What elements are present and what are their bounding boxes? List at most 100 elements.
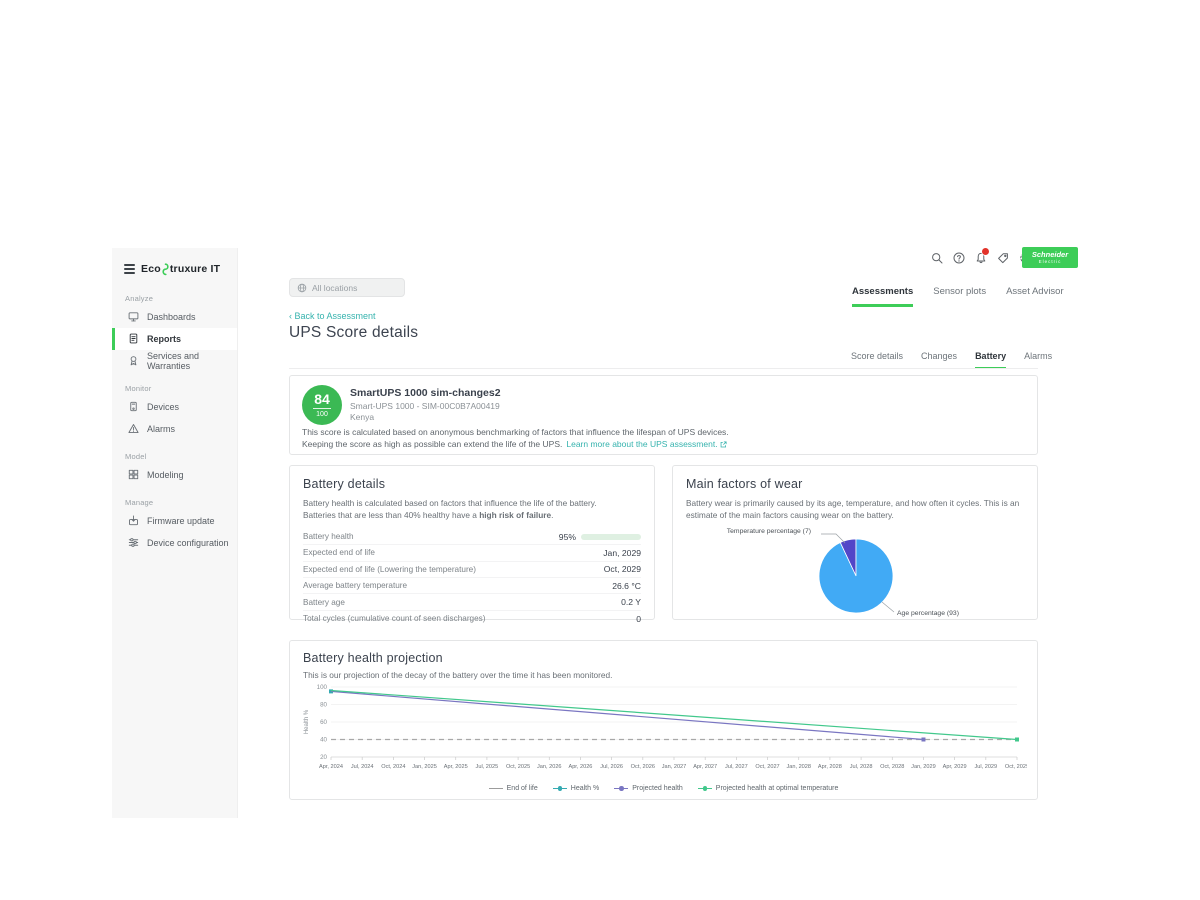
- tab-asset-advisor[interactable]: Asset Advisor: [1006, 286, 1064, 297]
- score-badge: 84 100: [302, 385, 342, 425]
- legend-label: Projected health: [632, 785, 683, 792]
- alarms-icon: [128, 423, 139, 436]
- device-configuration-icon: [128, 537, 139, 550]
- app-logo: Eco truxure IT: [112, 248, 237, 282]
- battery-health-bar: [581, 533, 641, 540]
- sidebar-section-label: Analyze: [125, 294, 154, 303]
- battery-details-title: Battery details: [303, 477, 386, 491]
- legend-item[interactable]: Health %: [552, 785, 600, 792]
- legend-item[interactable]: Projected health: [614, 785, 683, 792]
- notifications-icon[interactable]: [973, 247, 990, 265]
- location-filter-value: All locations: [312, 282, 358, 293]
- legend-label: Projected health at optimal temperature: [715, 785, 839, 792]
- x-tick-label: Oct, 2027: [755, 764, 779, 770]
- ecostruxure-logo: Eco truxure IT: [141, 262, 221, 276]
- battery-desc-line2: Batteries that are less than 40% healthy…: [303, 510, 480, 521]
- projection-title: Battery health projection: [303, 651, 443, 665]
- battery-row-value: 0.2 Y: [621, 597, 641, 608]
- legend-dash-marker: [488, 788, 503, 789]
- sidebar-item-firmware-update[interactable]: Firmware update: [112, 510, 237, 532]
- series-line: [330, 689, 1018, 741]
- learn-more-link[interactable]: Learn more about the UPS assessment.: [566, 439, 727, 449]
- notification-badge: [981, 247, 990, 256]
- battery-row-value: 95%: [558, 531, 576, 542]
- score-max: 100: [316, 410, 328, 418]
- external-link-icon: [720, 440, 727, 447]
- subtab-battery[interactable]: Battery: [975, 351, 1007, 369]
- sidebar-item-services-and-warranties[interactable]: Services and Warranties: [112, 350, 237, 372]
- legend-item[interactable]: Projected health at optimal temperature: [697, 785, 839, 792]
- battery-row-value: Oct, 2029: [603, 564, 641, 575]
- wear-factors-title: Main factors of wear: [686, 477, 803, 491]
- back-to-assessment-link[interactable]: ‹ Back to Assessment: [289, 311, 376, 321]
- sidebar-item-label: Services and Warranties: [147, 351, 200, 371]
- sidebar-item-label: Modeling: [147, 470, 184, 480]
- location-filter-input[interactable]: All locations: [289, 278, 405, 297]
- score-description-line1: This score is calculated based on anonym…: [302, 427, 729, 437]
- firmware-update-icon: [128, 514, 139, 528]
- tab-assessments[interactable]: Assessments: [852, 286, 914, 307]
- battery-details-table: Battery health 95% Expected end of life Jan…: [303, 529, 641, 626]
- wear-pie-chart: Temperature percentage (7) Age percentag…: [673, 524, 1039, 621]
- sidebar-item-modeling[interactable]: Modeling: [112, 464, 237, 486]
- pie-slice[interactable]: [818, 538, 894, 614]
- subtab-alarms[interactable]: Alarms: [1024, 351, 1053, 361]
- sidebar-item-device-configuration[interactable]: Device configuration: [112, 532, 237, 554]
- schneider-electric-logo[interactable]: Schneider Electric: [1022, 247, 1078, 268]
- y-tick-label: 40: [320, 737, 327, 744]
- series-marker[interactable]: [1015, 737, 1019, 742]
- sidebar-item-label: Reports: [147, 334, 182, 344]
- pie-label-age: Age percentage (93): [897, 610, 959, 617]
- subtab-changes[interactable]: Changes: [921, 351, 958, 361]
- health-projection-card: Battery health projection This is our pr…: [289, 640, 1038, 800]
- x-tick-label: Jul, 2028: [850, 764, 873, 770]
- logo-text-it: truxure IT: [169, 263, 221, 275]
- globe-icon: [297, 283, 307, 292]
- x-tick-label: Oct, 2029: [1005, 764, 1027, 770]
- x-tick-label: Jul, 2027: [725, 764, 748, 770]
- battery-detail-row: Battery age 0.2 Y: [303, 593, 641, 609]
- x-tick-label: Oct, 2028: [880, 764, 904, 770]
- reports-icon: [128, 333, 139, 346]
- x-tick-label: Jan, 2028: [786, 764, 811, 770]
- battery-row-label: Total cycles (cumulative count of seen d…: [303, 614, 486, 624]
- subtab-score-details[interactable]: Score details: [851, 351, 904, 361]
- legend-label: Health %: [570, 785, 600, 792]
- divider: [289, 368, 1038, 369]
- tab-sensor-plots[interactable]: Sensor plots: [933, 286, 987, 297]
- search-icon[interactable]: [929, 250, 944, 265]
- battery-detail-row: Battery health 95%: [303, 529, 641, 544]
- sidebar-item-reports[interactable]: Reports: [112, 328, 237, 350]
- x-tick-label: Apr, 2025: [444, 764, 468, 770]
- feedback-icon[interactable]: [995, 250, 1010, 265]
- score-value: 84: [314, 391, 330, 408]
- x-tick-label: Oct, 2024: [381, 764, 405, 770]
- page-title: UPS Score details: [289, 324, 419, 341]
- ecostruxure-loop-icon: [162, 262, 169, 275]
- brand-line2: Electric: [1038, 258, 1062, 264]
- score-card: 84 100 SmartUPS 1000 sim-changes2 Smart-…: [289, 375, 1038, 455]
- series-marker[interactable]: [921, 737, 926, 742]
- x-tick-label: Jan, 2025: [412, 764, 437, 770]
- sidebar-item-devices[interactable]: Devices: [112, 396, 237, 418]
- battery-detail-row: Expected end of life Jan, 2029: [303, 544, 641, 560]
- battery-desc-line1: Battery health is calculated based on fa…: [303, 498, 597, 508]
- menu-icon[interactable]: [124, 264, 135, 274]
- battery-detail-row: Expected end of life (Lowering the tempe…: [303, 560, 641, 577]
- sidebar-section-label: Monitor: [125, 384, 152, 393]
- sidebar-item-dashboards[interactable]: Dashboards: [112, 306, 237, 328]
- modeling-icon: [128, 469, 139, 482]
- help-icon[interactable]: [951, 250, 966, 265]
- battery-row-label: Battery health: [303, 532, 354, 542]
- sidebar-item-alarms[interactable]: Alarms: [112, 418, 237, 440]
- sub-tabs: Score details Changes Battery Alarms: [851, 351, 1052, 369]
- legend-line-marker: [614, 786, 629, 791]
- score-description-text: Keeping the score as high as possible ca…: [302, 439, 563, 449]
- series-marker[interactable]: [329, 689, 333, 694]
- sidebar-section-label: Manage: [125, 498, 154, 507]
- legend-item[interactable]: End of life: [488, 785, 538, 792]
- battery-row-value: Jan, 2029: [603, 547, 641, 558]
- sidebar-item-label: Devices: [147, 402, 180, 412]
- legend-label: End of life: [506, 785, 538, 792]
